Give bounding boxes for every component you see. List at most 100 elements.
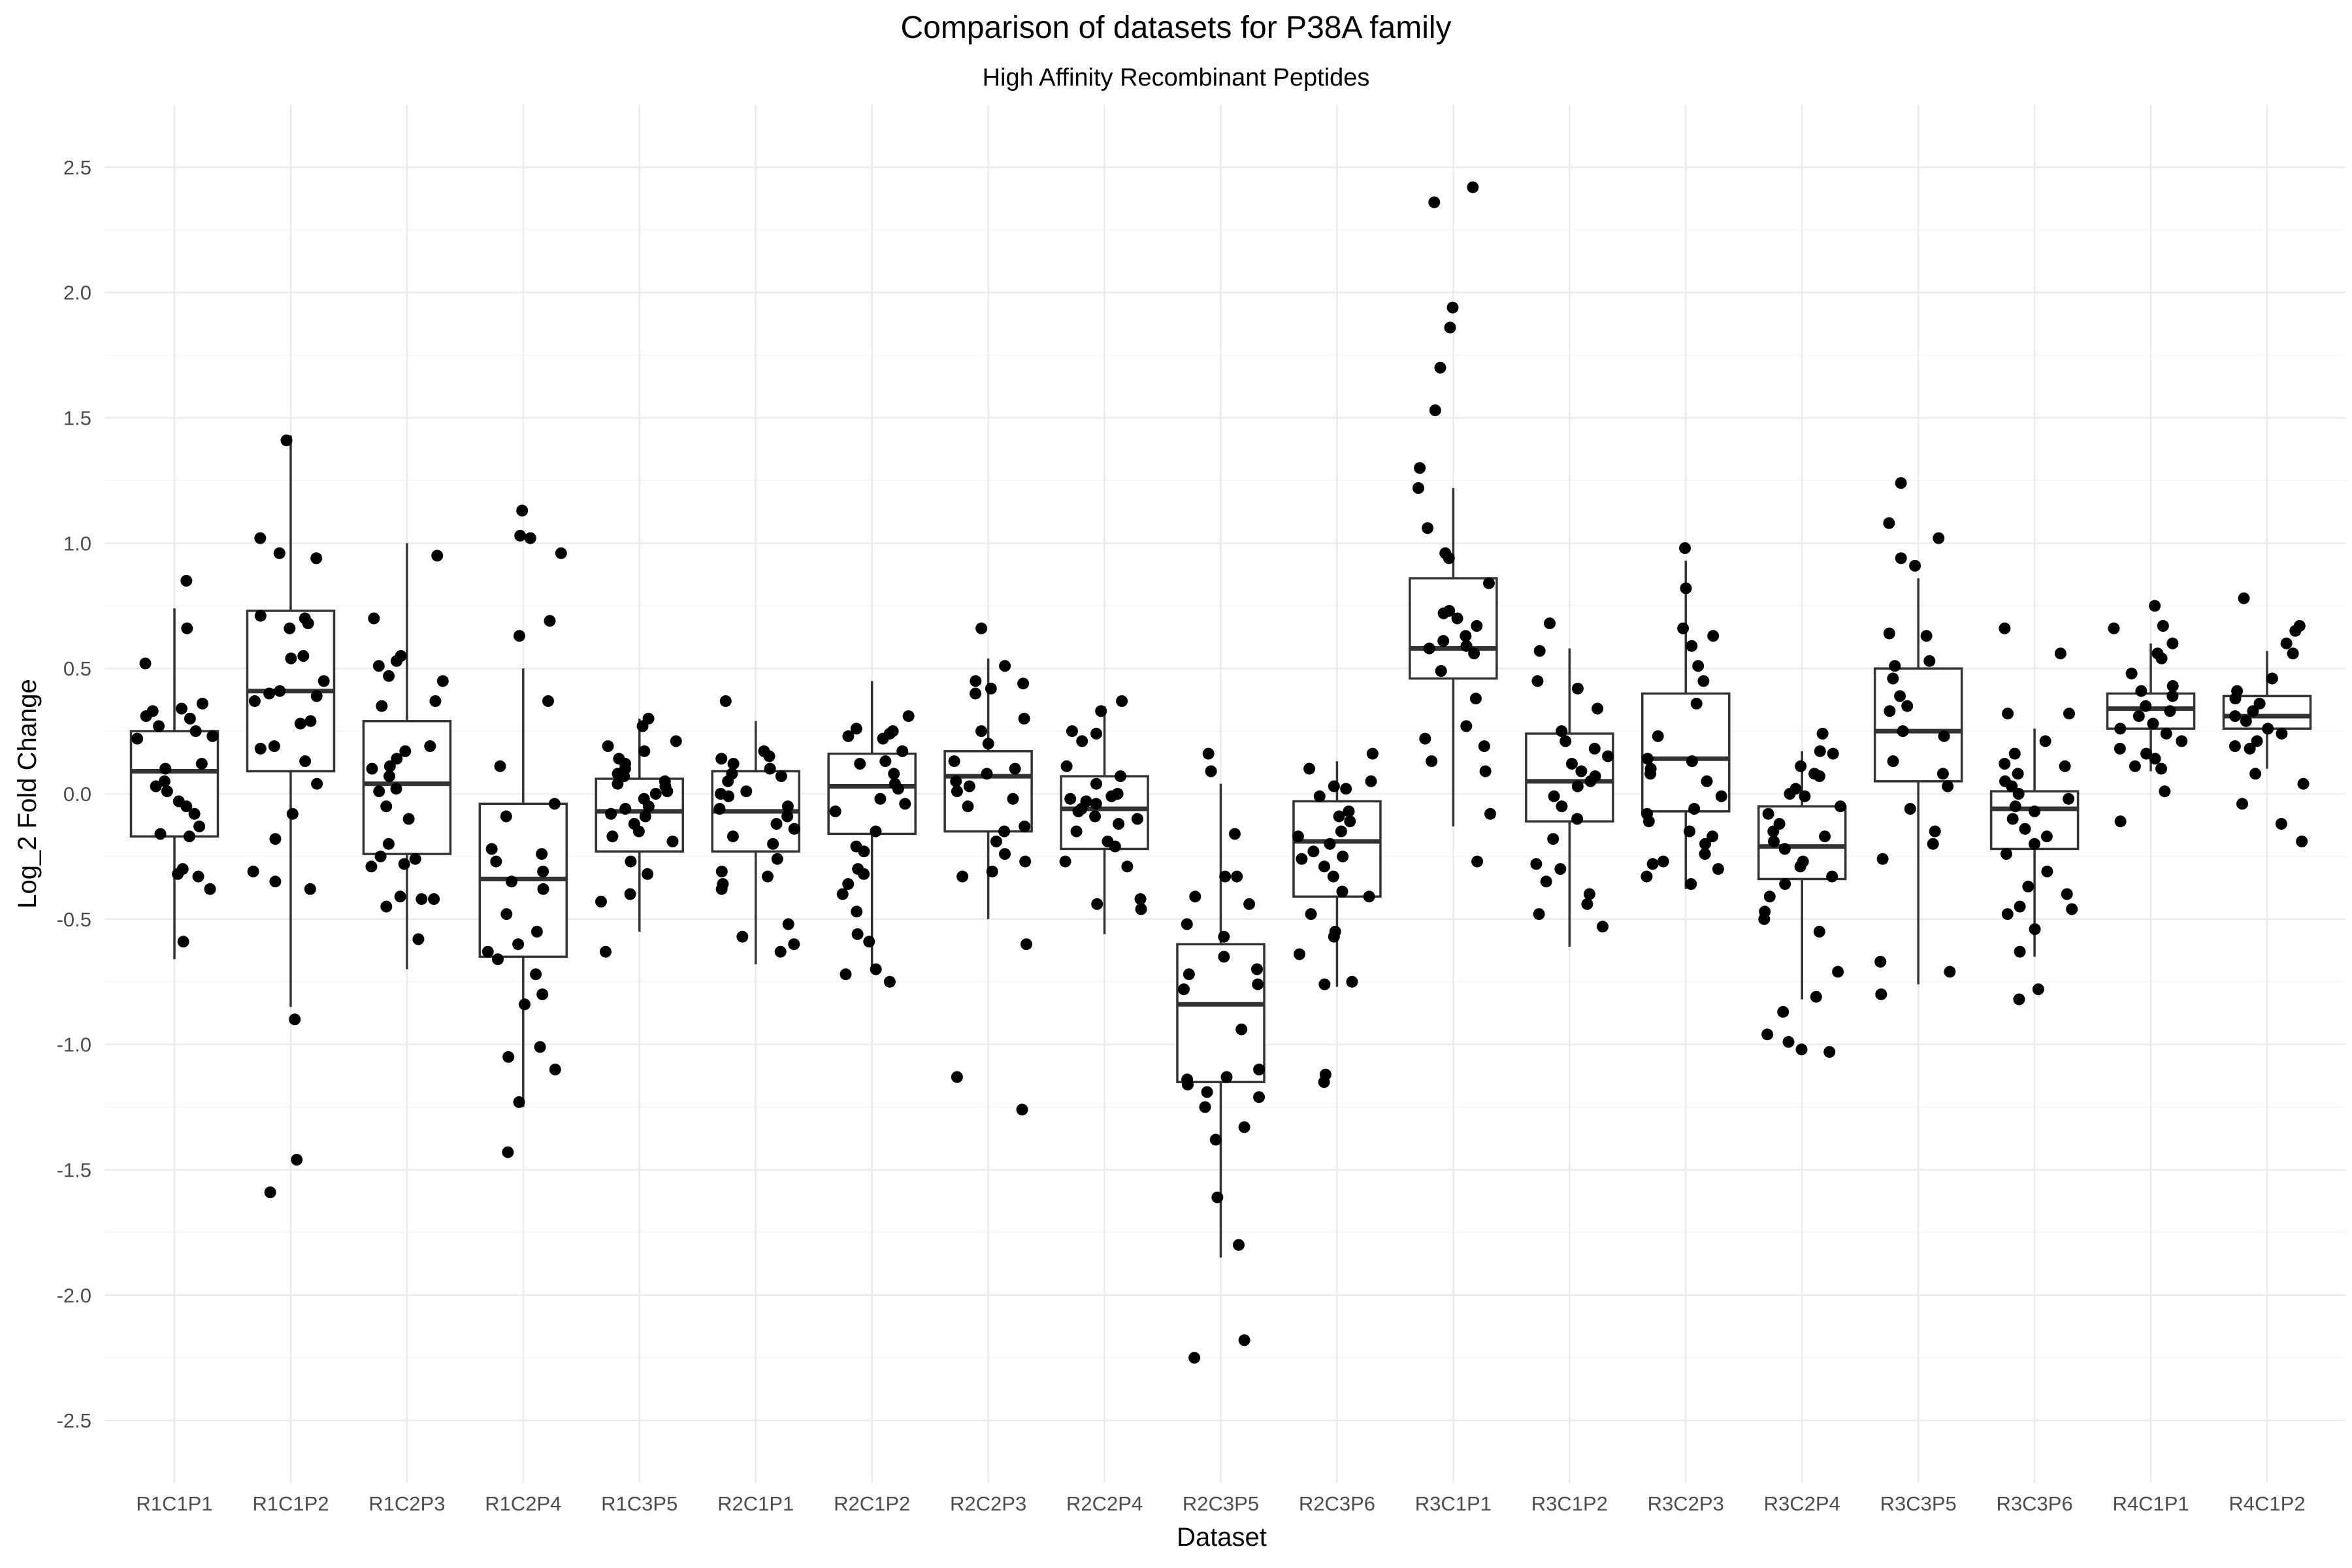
- box-R1C1P2: [246, 435, 336, 1007]
- data-point: [870, 963, 882, 975]
- data-point: [1413, 482, 1424, 494]
- jitter-points: [131, 181, 2310, 1364]
- data-point: [840, 968, 852, 981]
- data-point: [1920, 630, 1933, 642]
- data-point: [2236, 798, 2248, 810]
- data-point: [1540, 875, 1552, 888]
- data-point: [1296, 853, 1308, 865]
- data-point: [513, 1096, 525, 1108]
- y-tick-label: -2.5: [57, 1409, 91, 1432]
- x-tick-label: R1C3P5: [601, 1492, 678, 1515]
- data-point: [1707, 830, 1719, 843]
- data-point: [715, 753, 728, 765]
- data-point: [537, 883, 549, 895]
- data-point: [376, 700, 388, 712]
- data-point: [294, 717, 306, 730]
- data-point: [2061, 888, 2073, 900]
- data-point: [1923, 655, 1936, 667]
- data-point: [1692, 660, 1705, 672]
- data-point: [555, 547, 567, 559]
- data-point: [536, 848, 548, 860]
- data-point: [1307, 845, 1320, 858]
- data-point: [153, 720, 165, 732]
- data-point: [896, 745, 909, 757]
- data-point: [2149, 600, 2161, 612]
- data-point: [850, 723, 862, 735]
- data-point: [2114, 815, 2127, 828]
- box-R2C1P2: [827, 681, 917, 970]
- data-point: [154, 828, 167, 840]
- data-point: [1460, 720, 1473, 732]
- data-point: [1060, 760, 1073, 772]
- data-point: [1090, 777, 1102, 790]
- data-point: [1814, 745, 1826, 757]
- data-point: [1017, 678, 1030, 690]
- data-point: [1707, 630, 1720, 642]
- data-point: [1090, 727, 1103, 740]
- data-point: [304, 883, 316, 895]
- data-point: [1016, 1103, 1028, 1116]
- data-point: [530, 968, 542, 981]
- x-tick-label: R3C1P1: [1415, 1492, 1492, 1515]
- data-point: [372, 660, 385, 672]
- data-point: [1220, 1071, 1233, 1083]
- data-point: [999, 848, 1011, 860]
- data-point: [2132, 710, 2145, 723]
- box-iqr: [1873, 667, 1963, 783]
- data-point: [548, 798, 561, 810]
- data-point: [736, 930, 749, 943]
- data-point: [963, 780, 975, 792]
- data-point: [310, 690, 323, 702]
- data-point: [1437, 607, 1450, 619]
- data-point: [1135, 903, 1147, 915]
- data-point: [1680, 582, 1692, 595]
- data-point: [1252, 978, 1264, 990]
- data-point: [2253, 697, 2266, 710]
- data-point: [612, 777, 624, 790]
- data-point: [188, 808, 201, 820]
- data-point: [402, 813, 415, 825]
- x-axis-title: Dataset: [1177, 1523, 1267, 1552]
- data-point: [1712, 863, 1724, 875]
- data-point: [1199, 1101, 1211, 1113]
- data-point: [1810, 990, 1822, 1003]
- data-point: [2041, 865, 2053, 877]
- data-point: [762, 870, 774, 883]
- data-point: [2006, 780, 2018, 792]
- data-point: [374, 850, 387, 862]
- data-point: [962, 800, 974, 813]
- data-point: [1422, 522, 1434, 534]
- data-point: [2012, 768, 2024, 780]
- data-point: [264, 1186, 276, 1198]
- box-iqr: [827, 752, 917, 836]
- data-point: [177, 936, 189, 948]
- data-point: [1583, 888, 1595, 900]
- data-point: [269, 875, 282, 888]
- data-point: [390, 783, 402, 795]
- data-point: [1469, 693, 1482, 705]
- data-point: [2240, 715, 2252, 727]
- data-point: [2297, 777, 2310, 790]
- box-R1C1P1: [129, 608, 220, 960]
- data-point: [740, 785, 753, 798]
- data-point: [1189, 890, 1201, 903]
- data-point: [428, 893, 440, 906]
- data-point: [502, 1146, 514, 1158]
- data-point: [1778, 843, 1791, 855]
- data-point: [1584, 775, 1597, 787]
- data-point: [1134, 893, 1147, 906]
- data-point: [254, 610, 267, 622]
- x-tick-label: R4C1P1: [2112, 1492, 2189, 1515]
- data-point: [2229, 693, 2242, 705]
- data-point: [1927, 838, 1939, 850]
- data-point: [1799, 790, 1811, 802]
- box-iqr: [1409, 577, 1498, 680]
- data-point: [2019, 823, 2031, 835]
- data-point: [1446, 301, 1459, 314]
- data-point: [1758, 913, 1771, 925]
- data-point: [424, 740, 436, 753]
- x-tick-label: R2C1P2: [834, 1492, 910, 1515]
- data-point: [502, 1051, 515, 1063]
- data-point: [1303, 762, 1316, 775]
- data-point: [1652, 730, 1664, 742]
